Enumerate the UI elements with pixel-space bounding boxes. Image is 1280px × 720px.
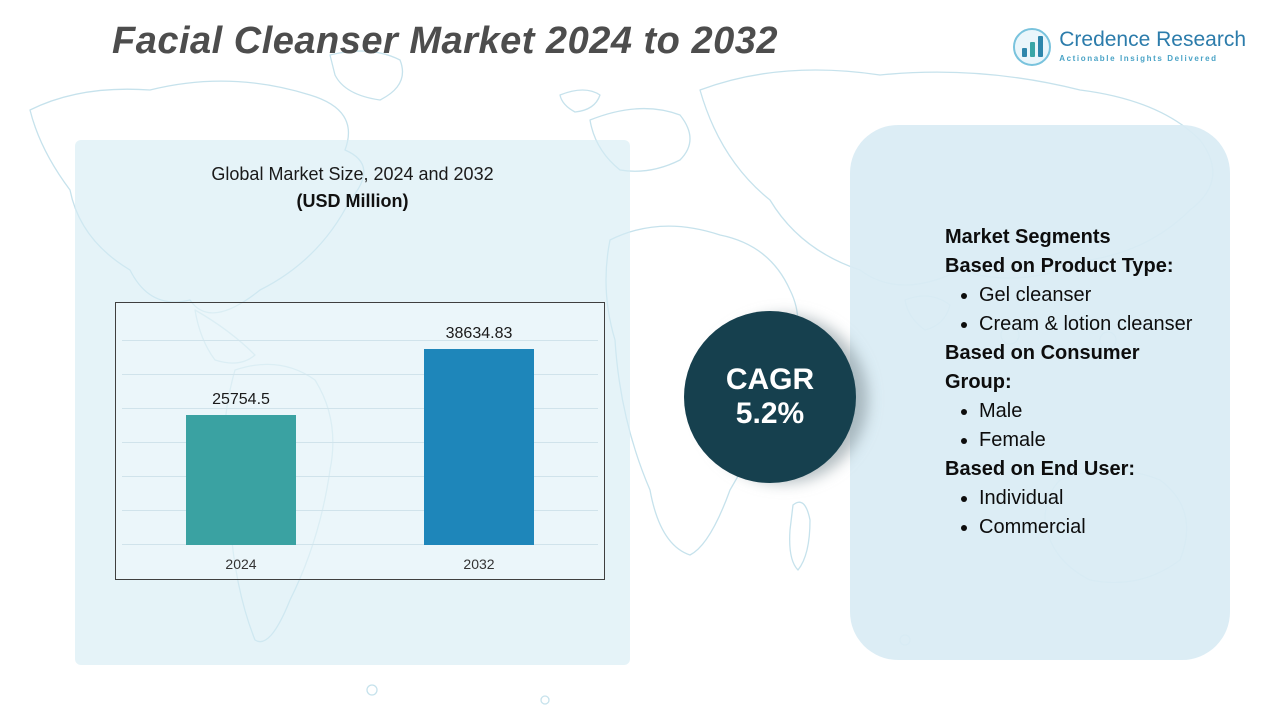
segment-heading-consumer-group: Based on Consumer Group: xyxy=(945,342,1140,393)
market-size-panel: Global Market Size, 2024 and 2032 (USD M… xyxy=(75,140,630,665)
list-item: Female xyxy=(979,426,1202,455)
bar-value-2024: 25754.5 xyxy=(212,391,270,408)
bar-2024 xyxy=(186,415,296,545)
list-item: Individual xyxy=(979,484,1202,513)
list-item: Gel cleanser xyxy=(979,281,1202,310)
cagr-label: CAGR xyxy=(725,362,815,396)
x-axis-label-2032: 2032 xyxy=(463,556,495,572)
list-item: Male xyxy=(979,397,1202,426)
page-title: Facial Cleanser Market 2024 to 2032 xyxy=(112,20,778,62)
logo-tagline: Actionable Insights Delivered xyxy=(1059,54,1218,64)
bar-chart: 25754.5 38634.83 2024 2032 xyxy=(115,302,605,580)
bar-group-2024: 25754.5 xyxy=(186,391,296,545)
x-axis-labels: 2024 2032 xyxy=(122,556,598,572)
list-item: Commercial xyxy=(979,513,1202,542)
logo-name: Credence Research xyxy=(1059,28,1246,51)
plot-area: 25754.5 38634.83 xyxy=(122,317,598,545)
segment-heading-end-user: Based on End User: xyxy=(945,458,1136,480)
list-item: Cream & lotion cleanser xyxy=(979,310,1202,339)
cagr-badge: CAGR 5.2% xyxy=(684,311,856,483)
bar-2032 xyxy=(424,349,534,545)
segment-list-product-type: Gel cleanser Cream & lotion cleanser xyxy=(945,281,1202,339)
bar-chart-logo-icon xyxy=(1013,28,1052,66)
segment-list-end-user: Individual Commercial xyxy=(945,484,1202,542)
chart-subtitle: (USD Million) xyxy=(296,191,409,211)
credence-research-logo: Credence Research Actionable Insights De… xyxy=(1013,28,1246,66)
cagr-value: 5.2% xyxy=(735,397,805,430)
x-axis-label-2024: 2024 xyxy=(225,556,257,572)
segments-title: Market Segments xyxy=(945,226,1111,248)
market-segments-panel: Market Segments Based on Product Type: G… xyxy=(850,125,1230,660)
bar-value-2032: 38634.83 xyxy=(445,325,513,342)
segment-heading-product-type: Based on Product Type: xyxy=(945,255,1174,277)
bar-group-2032: 38634.83 xyxy=(424,325,534,545)
chart-title: Global Market Size, 2024 and 2032 xyxy=(211,164,494,184)
segment-list-consumer-group: Male Female xyxy=(945,397,1202,455)
